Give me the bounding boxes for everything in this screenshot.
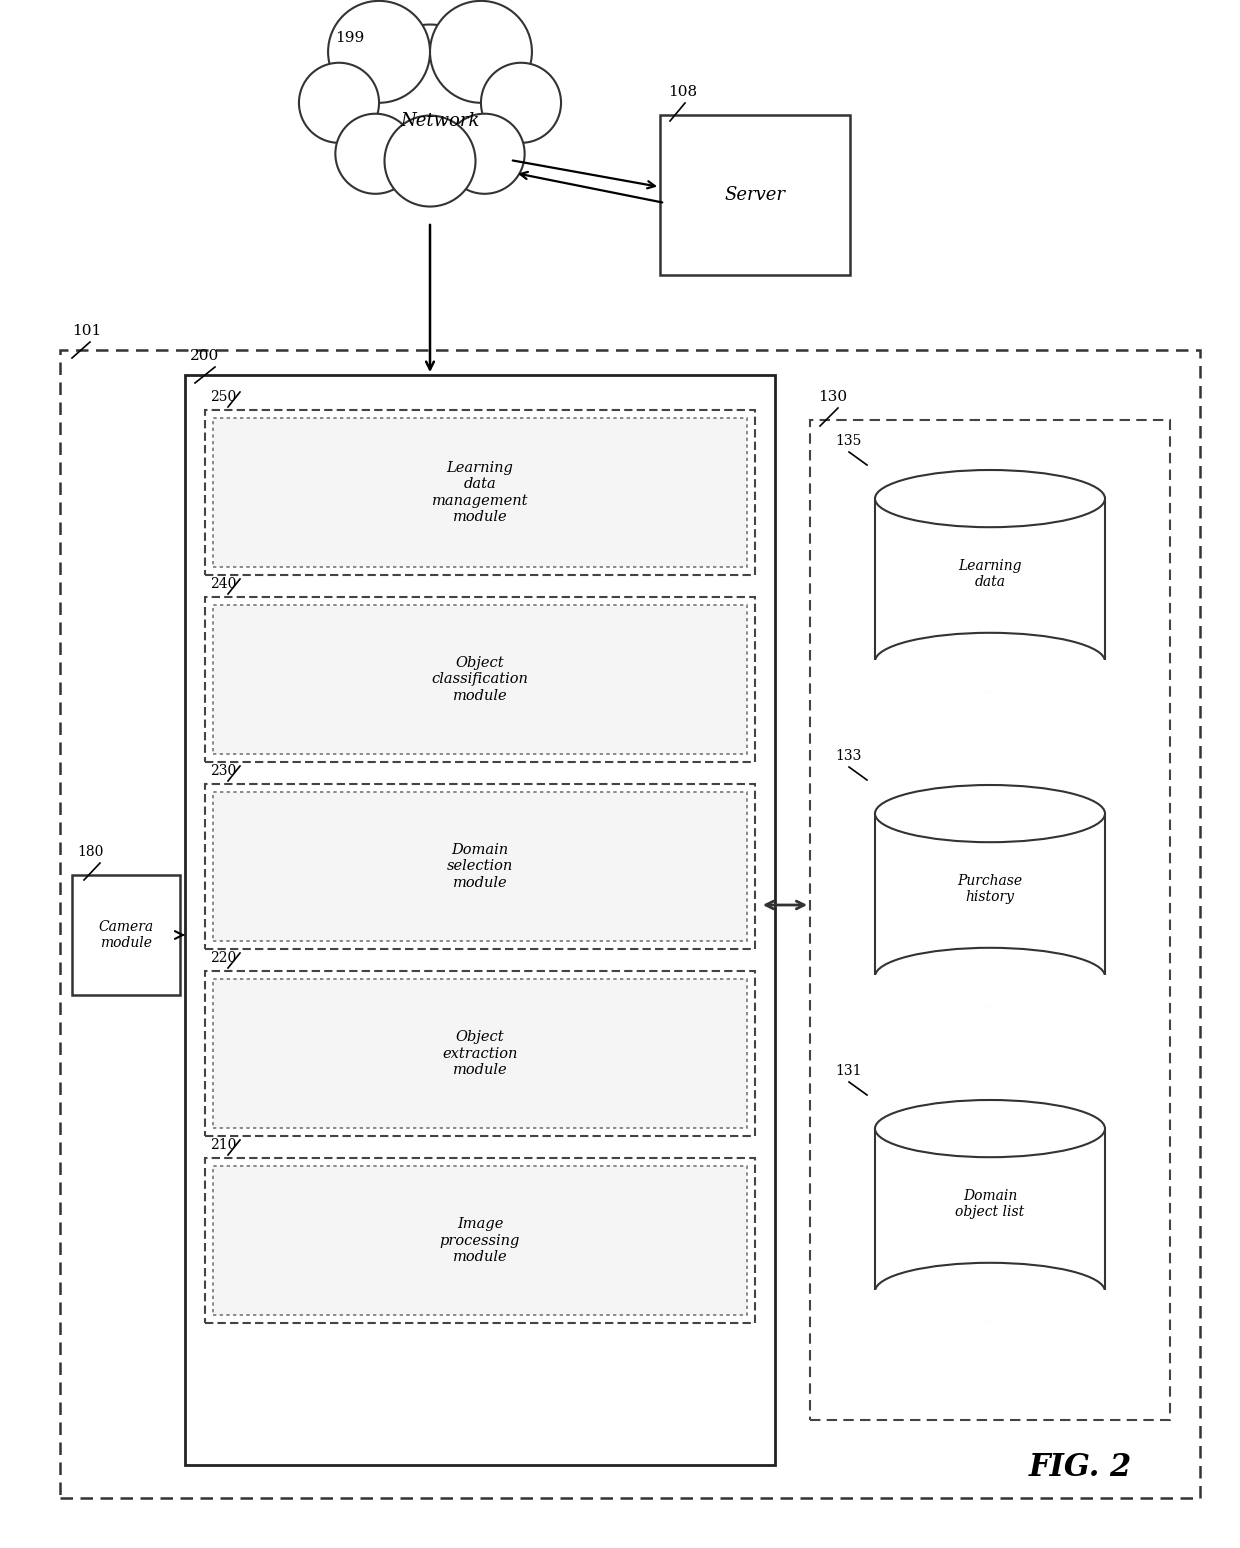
FancyBboxPatch shape xyxy=(875,498,1105,661)
Circle shape xyxy=(430,2,532,102)
Text: FIG. 2: FIG. 2 xyxy=(1028,1452,1132,1483)
FancyBboxPatch shape xyxy=(205,783,755,949)
Text: Camera
module: Camera module xyxy=(98,920,154,950)
Text: Domain
selection
module: Domain selection module xyxy=(446,844,513,890)
FancyBboxPatch shape xyxy=(874,1291,1106,1320)
Text: 240: 240 xyxy=(210,577,237,591)
FancyBboxPatch shape xyxy=(60,350,1200,1498)
Text: 101: 101 xyxy=(72,324,102,337)
Text: Object
extraction
module: Object extraction module xyxy=(443,1031,517,1077)
Text: 220: 220 xyxy=(210,950,237,964)
Ellipse shape xyxy=(875,1263,1105,1320)
Text: Purchase
history: Purchase history xyxy=(957,875,1023,904)
Circle shape xyxy=(329,2,430,102)
Text: Domain
object list: Domain object list xyxy=(955,1189,1024,1220)
FancyBboxPatch shape xyxy=(874,975,1106,1006)
Text: 180: 180 xyxy=(77,845,103,859)
FancyBboxPatch shape xyxy=(660,115,849,276)
Circle shape xyxy=(361,25,500,163)
FancyBboxPatch shape xyxy=(810,420,1171,1420)
Circle shape xyxy=(445,113,525,194)
Text: Object
classification
module: Object classification module xyxy=(432,656,528,703)
Ellipse shape xyxy=(875,633,1105,690)
Text: 199: 199 xyxy=(335,31,365,45)
Text: Learning
data
management
module: Learning data management module xyxy=(432,461,528,523)
FancyBboxPatch shape xyxy=(213,793,746,941)
Ellipse shape xyxy=(875,1101,1105,1158)
Text: Image
processing
module: Image processing module xyxy=(440,1217,521,1263)
Text: 133: 133 xyxy=(835,749,862,763)
Text: Network: Network xyxy=(401,111,480,130)
Circle shape xyxy=(335,113,415,194)
Text: 130: 130 xyxy=(818,390,847,404)
FancyBboxPatch shape xyxy=(213,605,746,754)
Ellipse shape xyxy=(875,471,1105,528)
FancyBboxPatch shape xyxy=(185,375,775,1464)
Text: Learning
data: Learning data xyxy=(959,559,1022,590)
FancyBboxPatch shape xyxy=(874,661,1106,690)
Text: 108: 108 xyxy=(668,85,697,99)
Text: Server: Server xyxy=(724,186,785,204)
FancyBboxPatch shape xyxy=(205,410,755,574)
Circle shape xyxy=(384,116,475,206)
Ellipse shape xyxy=(875,947,1105,1005)
FancyBboxPatch shape xyxy=(875,1128,1105,1291)
FancyBboxPatch shape xyxy=(205,971,755,1136)
Text: 131: 131 xyxy=(835,1063,862,1077)
FancyBboxPatch shape xyxy=(213,978,746,1128)
Text: 250: 250 xyxy=(210,390,237,404)
Text: 210: 210 xyxy=(210,1138,237,1152)
FancyBboxPatch shape xyxy=(205,598,755,762)
FancyBboxPatch shape xyxy=(72,875,180,995)
FancyBboxPatch shape xyxy=(213,418,746,567)
Text: 135: 135 xyxy=(835,433,862,447)
Circle shape xyxy=(299,63,379,142)
Text: 230: 230 xyxy=(210,765,237,779)
FancyBboxPatch shape xyxy=(205,1158,755,1324)
Text: 200: 200 xyxy=(190,348,219,362)
Ellipse shape xyxy=(875,785,1105,842)
FancyBboxPatch shape xyxy=(875,814,1105,977)
Circle shape xyxy=(481,63,560,142)
FancyBboxPatch shape xyxy=(213,1166,746,1314)
